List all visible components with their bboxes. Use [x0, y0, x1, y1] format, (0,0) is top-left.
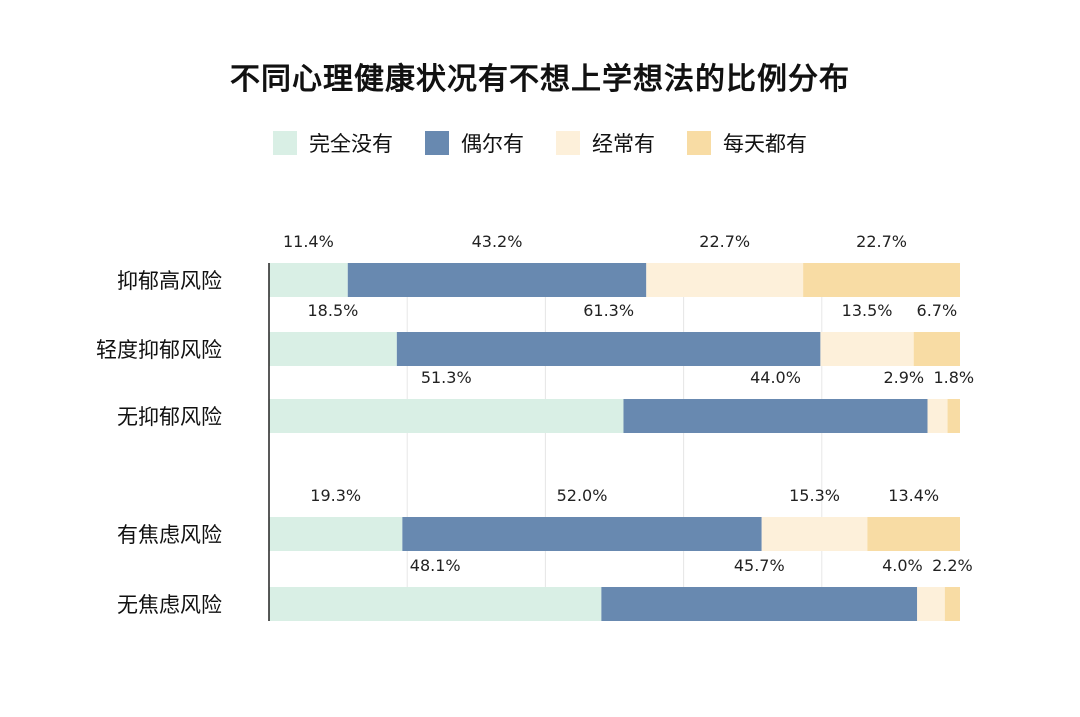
value-label: 22.7%	[699, 232, 750, 251]
value-label: 52.0%	[557, 486, 608, 505]
bar-segment	[396, 332, 821, 366]
value-label: 43.2%	[472, 232, 523, 251]
bar-segment	[820, 332, 914, 366]
bar-segment	[917, 587, 945, 621]
bar-segment	[269, 263, 348, 297]
bar-segment	[402, 517, 762, 551]
value-label: 44.0%	[750, 368, 801, 387]
legend-label-never: 完全没有	[309, 132, 393, 156]
value-label: 18.5%	[308, 301, 359, 320]
bar-segment	[269, 587, 602, 621]
chart-title: 不同心理健康状况有不想上学想法的比例分布	[230, 62, 850, 97]
bar-segment	[623, 399, 928, 433]
legend-item-occasionally: 偶尔有	[425, 128, 524, 158]
value-label: 4.0%	[882, 556, 923, 575]
legend-label-often: 经常有	[592, 132, 655, 156]
value-label: 48.1%	[410, 556, 461, 575]
category-label: 无抑郁风险	[117, 405, 222, 429]
bar-segment	[867, 517, 960, 551]
value-label: 1.8%	[933, 368, 974, 387]
bar-segment	[927, 399, 948, 433]
value-label: 61.3%	[583, 301, 634, 320]
category-label: 轻度抑郁风险	[96, 338, 222, 362]
value-label: 19.3%	[310, 486, 361, 505]
category-label: 无焦虑风险	[117, 593, 222, 617]
legend-swatch-often	[556, 131, 580, 155]
value-label: 45.7%	[734, 556, 785, 575]
bar-segment	[761, 517, 868, 551]
bar-segment	[269, 399, 624, 433]
value-label: 13.5%	[842, 301, 893, 320]
bar-segment	[913, 332, 960, 366]
bar-segment	[947, 399, 960, 433]
legend-item-never: 完全没有	[273, 128, 393, 158]
bar-segment	[646, 263, 804, 297]
bar-segment	[803, 263, 960, 297]
legend-label-daily: 每天都有	[723, 132, 807, 156]
chart-legend: 完全没有 偶尔有 经常有 每天都有	[0, 128, 1080, 158]
bar-segment	[347, 263, 647, 297]
bar-segment	[269, 517, 403, 551]
value-label: 6.7%	[917, 301, 958, 320]
legend-swatch-daily	[687, 131, 711, 155]
value-label: 13.4%	[888, 486, 939, 505]
value-label: 22.7%	[856, 232, 907, 251]
category-label: 有焦虑风险	[117, 523, 222, 547]
value-label: 2.9%	[883, 368, 924, 387]
bar-segment	[601, 587, 918, 621]
legend-item-daily: 每天都有	[687, 128, 807, 158]
legend-swatch-never	[273, 131, 297, 155]
value-label: 51.3%	[421, 368, 472, 387]
category-label: 抑郁高风险	[117, 269, 222, 293]
legend-item-often: 经常有	[556, 128, 655, 158]
value-label: 15.3%	[789, 486, 840, 505]
value-label: 11.4%	[283, 232, 334, 251]
value-label: 2.2%	[932, 556, 973, 575]
bar-segment	[944, 587, 960, 621]
bar-segment	[269, 332, 397, 366]
legend-swatch-occasionally	[425, 131, 449, 155]
legend-label-occasionally: 偶尔有	[461, 132, 524, 156]
